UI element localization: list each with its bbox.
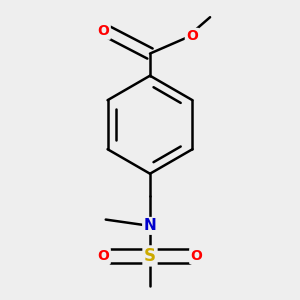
- Text: O: O: [98, 24, 110, 38]
- Text: O: O: [98, 249, 110, 263]
- Text: N: N: [144, 218, 156, 233]
- Text: O: O: [186, 29, 198, 43]
- Text: O: O: [190, 249, 202, 263]
- Text: S: S: [144, 247, 156, 265]
